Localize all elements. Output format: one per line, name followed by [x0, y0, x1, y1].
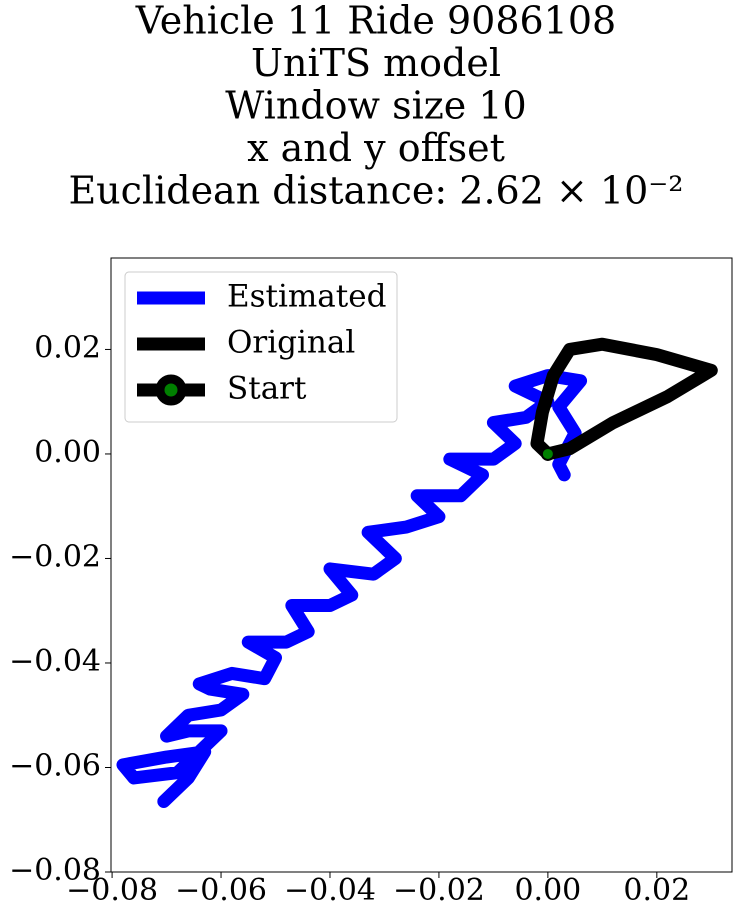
y-tick-label: −0.02 [9, 539, 101, 574]
chart-title: Vehicle 11 Ride 9086108 [135, 0, 616, 43]
chart-title: Euclidean distance: 2.62 × 10⁻² [68, 169, 683, 213]
legend-marker [155, 374, 187, 406]
start-marker [540, 446, 555, 461]
chart-title: UniTS model [251, 41, 501, 85]
plot-frame [110, 257, 733, 873]
legend-label: Estimated [227, 279, 386, 315]
x-tick-label: −0.02 [393, 873, 485, 908]
legend-label: Original [227, 325, 355, 361]
series-line [116, 369, 588, 808]
x-tick-label: 0.00 [514, 873, 581, 908]
y-tick-label: −0.04 [9, 644, 101, 679]
y-tick-label: −0.08 [9, 853, 101, 888]
x-tick-label: −0.06 [175, 873, 267, 908]
y-tick-label: 0.00 [34, 435, 101, 470]
x-tick-label: 0.02 [623, 873, 690, 908]
series-line [530, 337, 718, 461]
chart-title: x and y offset [247, 126, 505, 170]
chart-title: Window size 10 [225, 84, 526, 128]
x-tick-label: −0.08 [66, 873, 158, 908]
legend-label: Start [227, 371, 307, 407]
x-tick-label: −0.04 [284, 873, 376, 908]
y-tick-label: −0.06 [9, 748, 101, 783]
y-tick-label: 0.02 [34, 330, 101, 365]
